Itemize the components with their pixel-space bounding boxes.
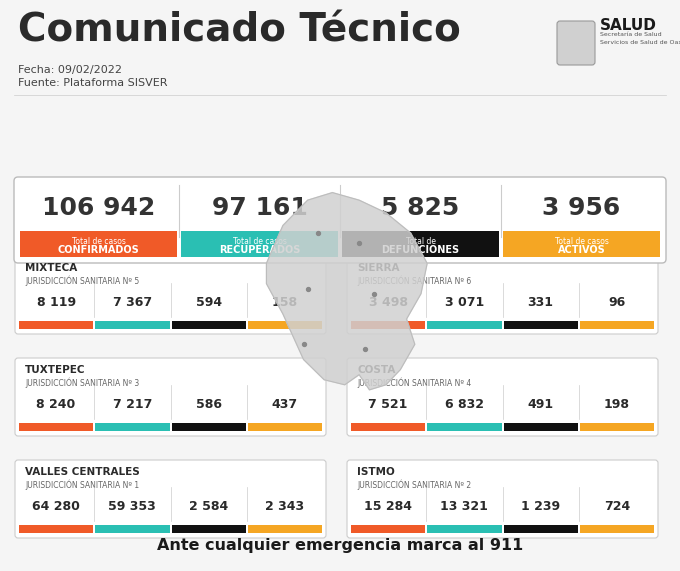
Bar [181, 231, 338, 257]
Polygon shape [267, 192, 427, 390]
Point [298, 340, 309, 349]
FancyBboxPatch shape [15, 460, 326, 538]
Text: ISTMO: ISTMO [357, 467, 395, 477]
Text: Total de: Total de [405, 236, 435, 246]
Text: 437: 437 [272, 399, 298, 412]
Text: 97 161: 97 161 [211, 196, 307, 220]
Text: 724: 724 [604, 501, 630, 513]
Bar [171, 525, 245, 533]
Text: Secretaría de Salud: Secretaría de Salud [600, 32, 662, 37]
Bar [503, 423, 578, 431]
Text: 106 942: 106 942 [42, 196, 155, 220]
Text: 3 498: 3 498 [369, 296, 407, 309]
Text: Total de casos: Total de casos [233, 236, 286, 246]
Text: 7 521: 7 521 [369, 399, 408, 412]
Text: VALLES CENTRALES: VALLES CENTRALES [25, 467, 140, 477]
Bar [95, 423, 169, 431]
Bar [580, 423, 654, 431]
Bar [580, 321, 654, 329]
Bar [95, 525, 169, 533]
Text: TUXTEPEC: TUXTEPEC [25, 365, 86, 375]
Bar [248, 321, 322, 329]
Text: JURISDICCIÓN SANITARIA Nº 2: JURISDICCIÓN SANITARIA Nº 2 [357, 479, 471, 489]
Text: 491: 491 [528, 399, 554, 412]
Bar [19, 321, 93, 329]
Text: JURISDICCIÓN SANITARIA Nº 4: JURISDICCIÓN SANITARIA Nº 4 [357, 377, 471, 388]
Point [313, 228, 324, 238]
Text: 1 239: 1 239 [521, 501, 560, 513]
Bar [171, 423, 245, 431]
Text: 7 217: 7 217 [113, 399, 152, 412]
Text: 158: 158 [272, 296, 298, 309]
Bar [351, 525, 425, 533]
Bar [19, 423, 93, 431]
FancyBboxPatch shape [347, 358, 658, 436]
Text: CONFIRMADOS: CONFIRMADOS [58, 245, 139, 255]
Point [354, 239, 364, 248]
Text: COSTA: COSTA [357, 365, 395, 375]
Text: JURISDICCIÓN SANITARIA Nº 6: JURISDICCIÓN SANITARIA Nº 6 [357, 275, 471, 286]
Text: 331: 331 [528, 296, 554, 309]
Text: 59 353: 59 353 [109, 501, 156, 513]
Text: Servicios de Salud de Oaxaca: Servicios de Salud de Oaxaca [600, 40, 680, 45]
FancyBboxPatch shape [14, 177, 666, 263]
Text: JURISDICCIÓN SANITARIA Nº 3: JURISDICCIÓN SANITARIA Nº 3 [25, 377, 139, 388]
Bar [342, 231, 499, 257]
Text: Total de casos: Total de casos [71, 236, 125, 246]
Text: 13 321: 13 321 [441, 501, 488, 513]
Text: ACTIVOS: ACTIVOS [558, 245, 605, 255]
Bar [20, 231, 177, 257]
FancyBboxPatch shape [347, 460, 658, 538]
Text: Total de casos: Total de casos [555, 236, 609, 246]
Bar [503, 231, 660, 257]
Bar [427, 321, 502, 329]
Text: DEFUNCIONES: DEFUNCIONES [381, 245, 460, 255]
FancyBboxPatch shape [557, 21, 595, 65]
Text: RECUPERADOS: RECUPERADOS [219, 245, 300, 255]
Bar [503, 525, 578, 533]
Bar [248, 525, 322, 533]
Bar [171, 321, 245, 329]
Text: 586: 586 [196, 399, 222, 412]
Text: 8 240: 8 240 [37, 399, 75, 412]
Bar [248, 423, 322, 431]
Text: Comunicado Técnico: Comunicado Técnico [18, 12, 461, 50]
Text: SIERRA: SIERRA [357, 263, 400, 273]
Point [360, 345, 371, 354]
Text: JURISDICCIÓN SANITARIA Nº 1: JURISDICCIÓN SANITARIA Nº 1 [25, 479, 139, 489]
Point [302, 284, 313, 293]
Text: 594: 594 [196, 296, 222, 309]
Text: 198: 198 [604, 399, 630, 412]
FancyBboxPatch shape [15, 256, 326, 334]
Bar [95, 321, 169, 329]
Text: 6 832: 6 832 [445, 399, 484, 412]
Text: 64 280: 64 280 [32, 501, 80, 513]
Text: 96: 96 [608, 296, 626, 309]
Bar [19, 525, 93, 533]
Bar [427, 525, 502, 533]
Text: 2 584: 2 584 [189, 501, 228, 513]
Bar [503, 321, 578, 329]
Point [368, 289, 379, 298]
Text: JURISDICCIÓN SANITARIA Nº 5: JURISDICCIÓN SANITARIA Nº 5 [25, 275, 139, 286]
Text: Fuente: Plataforma SISVER: Fuente: Plataforma SISVER [18, 78, 167, 88]
Text: MIXTECA: MIXTECA [25, 263, 78, 273]
Text: SALUD: SALUD [600, 18, 657, 33]
Text: 2 343: 2 343 [265, 501, 305, 513]
Bar [580, 525, 654, 533]
Bar [351, 321, 425, 329]
Text: Ante cualquier emergencia marca al 911: Ante cualquier emergencia marca al 911 [157, 538, 523, 553]
Text: 7 367: 7 367 [113, 296, 152, 309]
Text: 3 071: 3 071 [445, 296, 484, 309]
FancyBboxPatch shape [347, 256, 658, 334]
FancyBboxPatch shape [15, 358, 326, 436]
Text: 15 284: 15 284 [364, 501, 412, 513]
Text: 3 956: 3 956 [543, 196, 621, 220]
Text: 8 119: 8 119 [37, 296, 75, 309]
Bar [427, 423, 502, 431]
Text: 5 825: 5 825 [381, 196, 460, 220]
Text: Fecha: 09/02/2022: Fecha: 09/02/2022 [18, 65, 122, 75]
Bar [351, 423, 425, 431]
